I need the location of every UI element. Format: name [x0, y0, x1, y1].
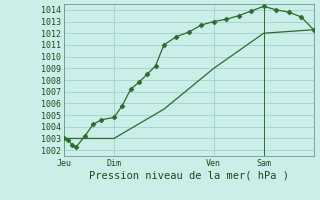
X-axis label: Pression niveau de la mer( hPa ): Pression niveau de la mer( hPa )	[89, 171, 289, 181]
